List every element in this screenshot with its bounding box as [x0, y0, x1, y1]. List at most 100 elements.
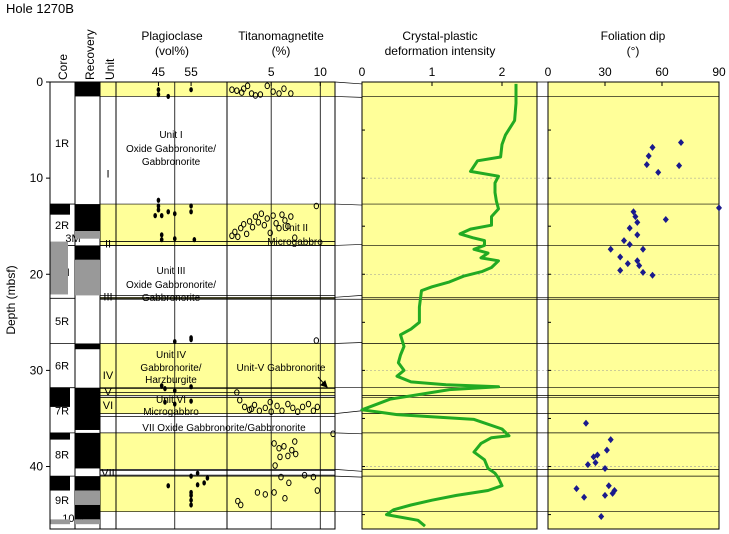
plag-point-2: [166, 94, 170, 99]
plag-point-28: [166, 483, 170, 488]
unit-4-title: Unit IV: [156, 350, 186, 361]
foliation-tick-label-0: 0: [545, 65, 552, 79]
unit-3-lith-1: Oxide Gabbronorite/: [126, 280, 216, 291]
cpd-tick-label-0: 0: [359, 65, 366, 79]
foliation-background: [548, 82, 719, 529]
unit-4-lith-2: Harzburgite: [145, 375, 197, 386]
cpd-background: [362, 82, 537, 529]
recovery-block-4: [75, 260, 100, 296]
unit-label-I: I: [106, 168, 109, 180]
cpd-title: Crystal-plastic: [402, 29, 477, 43]
plag-point-6: [157, 207, 161, 212]
unit-1-title: Unit I: [159, 130, 182, 141]
titano-tick-label-1: 10: [314, 65, 328, 79]
foliation-tick-label-2: 60: [655, 65, 669, 79]
core-fill-0: [50, 204, 70, 215]
connector-line-6: [335, 343, 362, 344]
recovery-block-11: [75, 519, 100, 524]
plag-point-11: [189, 203, 193, 208]
plag-point-22: [173, 388, 177, 393]
core-label-5R: 5R: [55, 316, 69, 328]
recovery-block-6: [75, 388, 100, 430]
recovery-block-7: [75, 433, 100, 469]
plag-point-18: [189, 335, 193, 340]
plag-point-15: [193, 237, 197, 242]
recovery-block-10: [75, 505, 100, 519]
plag-point-30: [196, 482, 200, 487]
plag-point-8: [160, 213, 164, 218]
titano-point-36: [314, 338, 318, 344]
cpd-tick-label-1: 1: [429, 65, 436, 79]
unit-label-II: II: [105, 238, 111, 250]
unit-6-lith: Microgabbro: [143, 407, 199, 418]
unit-1-lith-1: Oxide Gabbronorite/: [126, 144, 216, 155]
core-label-2R: 2R: [55, 220, 69, 232]
plag-point-4: [157, 198, 161, 203]
unit-2-title: Unit II: [282, 223, 308, 234]
titano-tick-label-0: 5: [268, 65, 275, 79]
connector-line-1: [335, 96, 362, 97]
foliation-tick-label-3: 90: [712, 65, 726, 79]
unit-2-lith: Microgabbro: [267, 237, 323, 248]
recovery-block-8: [75, 476, 100, 490]
hole-label: Hole 1270B: [6, 1, 74, 16]
core-label-6R: 6R: [55, 361, 69, 373]
unit-4-lith-1: Gabbronorite/: [140, 363, 201, 374]
depth-axis-label: Depth (mbsf): [4, 265, 18, 334]
connector-line-0: [335, 82, 362, 84]
connector-line-2: [335, 204, 362, 205]
plag-point-1: [157, 92, 161, 97]
cpd-tick-label-2: 2: [499, 65, 506, 79]
depth-tick-label-0: 0: [36, 75, 43, 89]
unit-3-title: Unit III: [157, 266, 186, 277]
recovery-block-3: [75, 245, 100, 259]
depth-tick-label-2: 20: [30, 267, 44, 281]
plag-point-13: [160, 232, 164, 237]
unit-5-label: Unit-V Gabbronorite: [237, 363, 326, 374]
plag-point-36: [189, 502, 193, 507]
unit-label-VII: VII: [101, 467, 114, 479]
unit-1-lith-2: Gabbronorite: [142, 157, 201, 168]
recovery-block-0: [75, 82, 100, 96]
core-fill-4: [50, 519, 70, 524]
core-fill-1: [50, 388, 70, 407]
plag-tick-label-0: 45: [152, 65, 166, 79]
unit-label-IV: IV: [103, 370, 114, 382]
plag-point-26: [189, 399, 193, 404]
plag-point-12: [189, 209, 193, 214]
plagioclase-title: Plagioclase: [141, 29, 203, 43]
recovery-block-5: [75, 343, 100, 349]
foliation-unit: (°): [627, 44, 640, 58]
connector-line-3: [335, 244, 362, 245]
plag-point-27: [189, 474, 193, 479]
plag-point-21: [163, 386, 167, 391]
plag-tick-label-1: 55: [184, 65, 198, 79]
depth-tick-label-4: 40: [30, 460, 44, 474]
connector-line-9: [335, 433, 362, 434]
plag-point-3: [189, 87, 193, 92]
plag-point-31: [202, 480, 206, 485]
unit-label-III: III: [103, 291, 112, 303]
recovery-header: Recovery: [83, 29, 97, 80]
plag-point-10: [173, 211, 177, 216]
plag-point-35: [189, 498, 193, 503]
plag-point-16: [160, 237, 164, 242]
band-6: [100, 433, 335, 470]
plag-point-32: [206, 475, 210, 480]
core-label-9R: 9R: [55, 495, 69, 507]
plag-point-29: [196, 471, 200, 476]
titanomagnetite-unit: (%): [272, 44, 291, 58]
plagioclase-unit: (vol%): [155, 44, 189, 58]
plag-point-34: [189, 493, 193, 498]
core-fill-3: [50, 476, 70, 490]
unit-3-lith-2: Gabbronorite: [142, 293, 201, 304]
unit-7-label: VII Oxide Gabbronorite/Gabbronorite: [142, 423, 306, 434]
unit-6-title: Unit VI: [156, 395, 186, 406]
plag-point-19: [173, 339, 177, 344]
core-label-8R: 8R: [55, 450, 69, 462]
band-7: [100, 476, 335, 512]
core-fill-partial: [50, 242, 68, 295]
recovery-block-9: [75, 491, 100, 505]
connector-line-4: [335, 295, 362, 297]
plag-point-9: [166, 209, 170, 214]
